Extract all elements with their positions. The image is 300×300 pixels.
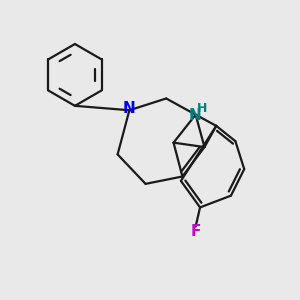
- Text: H: H: [197, 102, 207, 115]
- Text: N: N: [188, 108, 201, 123]
- Text: N: N: [123, 101, 136, 116]
- Text: F: F: [190, 224, 201, 239]
